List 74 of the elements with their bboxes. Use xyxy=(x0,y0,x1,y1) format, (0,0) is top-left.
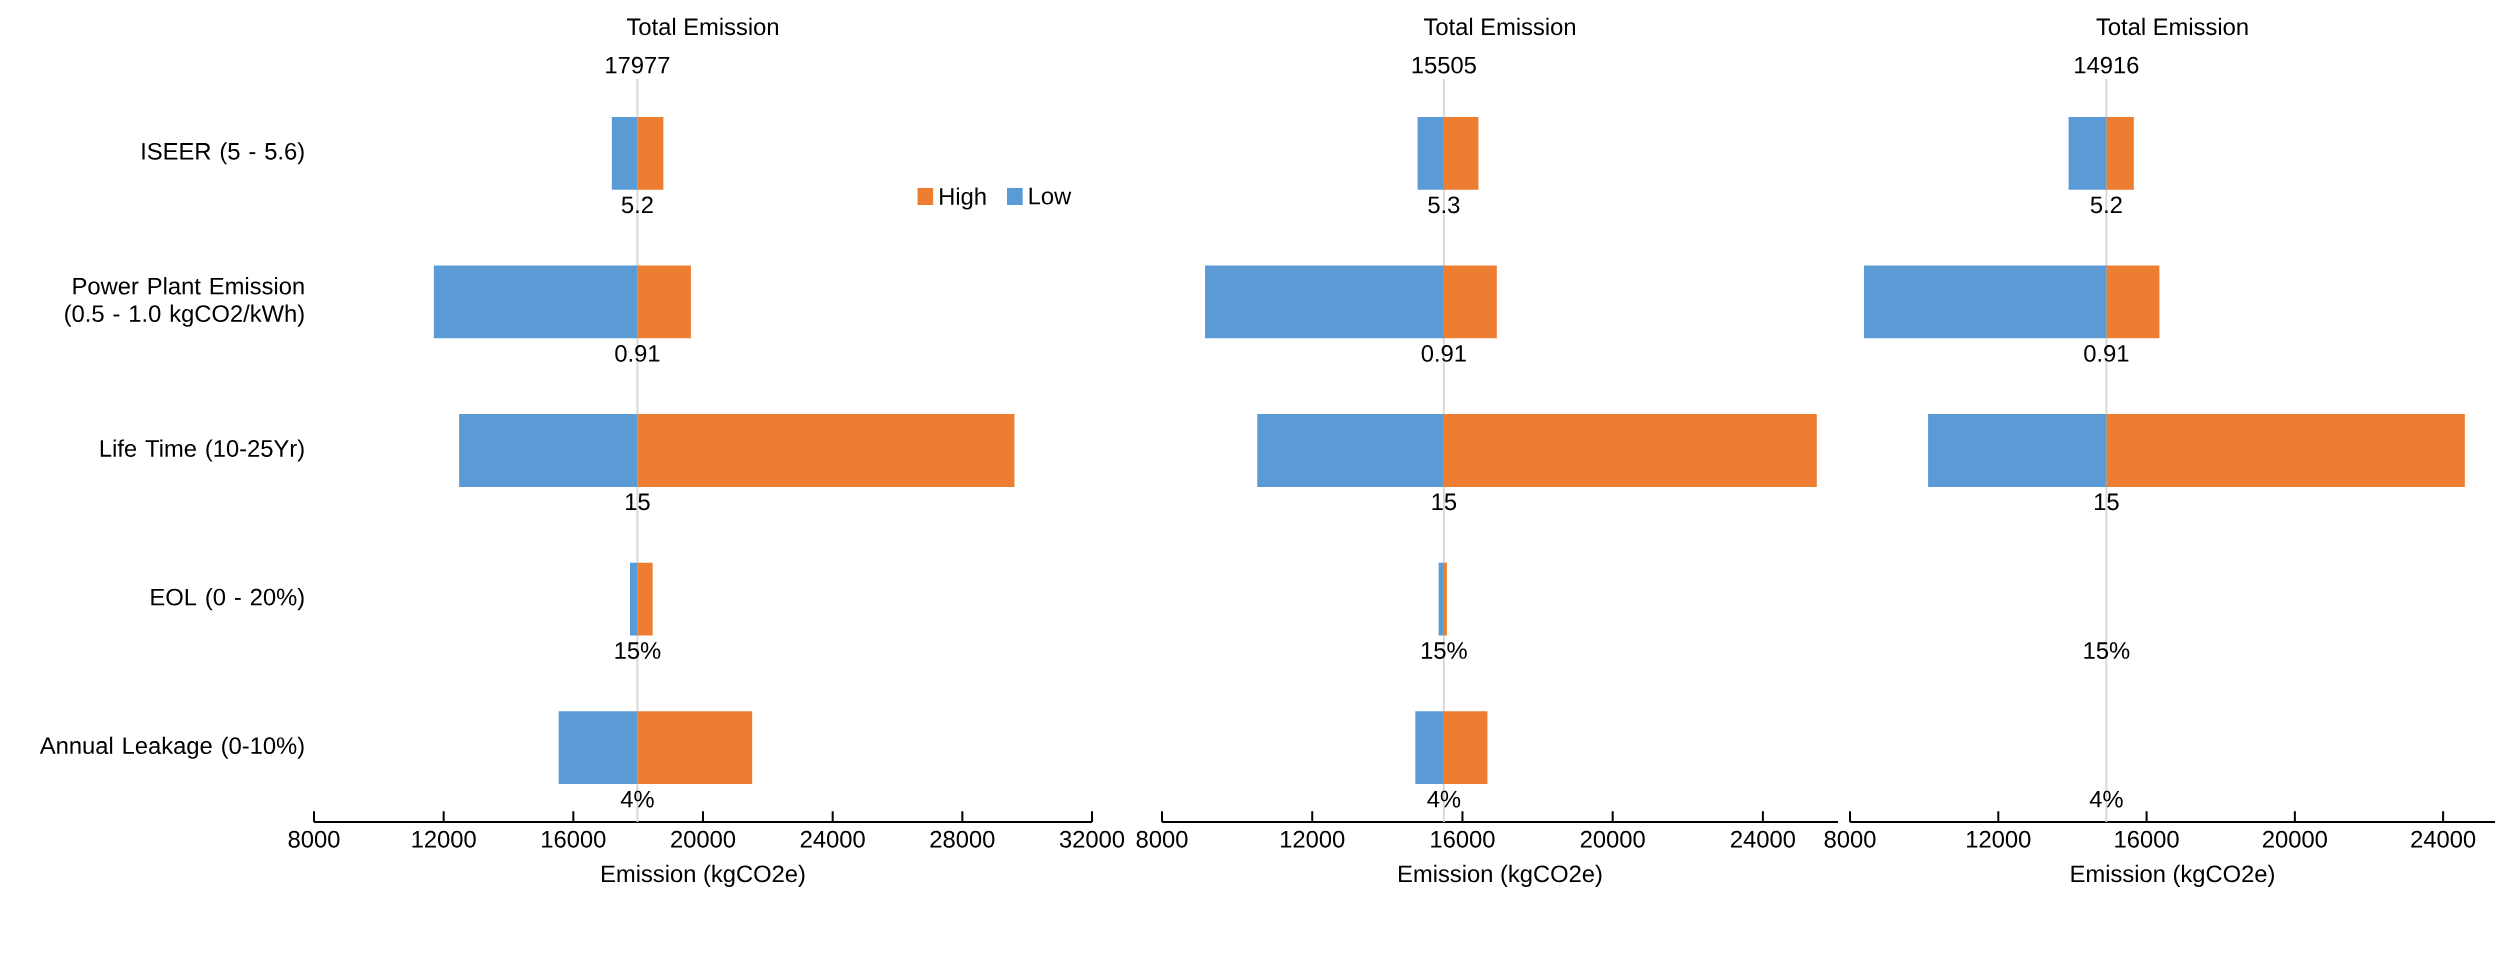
bar xyxy=(1257,414,1444,487)
bar xyxy=(1415,711,1444,785)
annotation: 4% xyxy=(2089,790,2123,808)
bar xyxy=(459,414,638,487)
bar xyxy=(1443,562,1447,636)
annotation: 0.91 xyxy=(1421,345,1466,362)
ref-line-label: 15505 xyxy=(1412,56,1476,74)
x-axis-title: Emission (kgCO2e) xyxy=(1399,864,1602,887)
annotation: 15 xyxy=(626,493,650,511)
x-tick-label: 28000 xyxy=(930,830,995,848)
annotation: 5.2 xyxy=(621,196,653,214)
x-tick-label: 16000 xyxy=(542,830,606,848)
y-tick-label: Life Time (10-25Yr) xyxy=(100,439,304,462)
bar xyxy=(1443,414,1817,487)
bar xyxy=(637,265,691,339)
chart-title: Total Emission xyxy=(627,17,778,36)
bar xyxy=(637,711,753,785)
y-tick-label: Power Plant Emission (0.5 - 1.0 kgCO2/kWh) xyxy=(65,277,304,327)
bar xyxy=(433,265,638,339)
x-tick-label: 12000 xyxy=(1967,830,2031,848)
bar xyxy=(2106,265,2160,339)
annotation: 15 xyxy=(2094,493,2119,511)
annotation: 5.2 xyxy=(2090,196,2122,214)
bar xyxy=(1928,414,2107,487)
bar xyxy=(637,116,664,190)
annotation: 4% xyxy=(620,790,654,808)
x-tick-label: 24000 xyxy=(800,830,865,848)
x-tick-label: 8000 xyxy=(1824,830,1876,848)
x-tick-label: 16000 xyxy=(1431,830,1495,848)
chart-title: Total Emission xyxy=(1424,17,1576,36)
x-tick-label: 8000 xyxy=(1136,830,1188,848)
x-tick-label: 20000 xyxy=(2263,830,2327,848)
bar xyxy=(637,414,1015,487)
bar xyxy=(2106,116,2134,190)
x-tick-label: 24000 xyxy=(2411,830,2476,848)
x-tick-label: 20000 xyxy=(671,830,736,848)
x-tick-label: 16000 xyxy=(2115,830,2179,848)
bar xyxy=(2106,414,2465,487)
legend-label: Low xyxy=(1029,187,1072,205)
bar xyxy=(1863,265,2107,339)
y-tick-label: EOL (0 - 20%) xyxy=(151,588,304,611)
annotation: 15% xyxy=(2084,642,2130,659)
x-axis-title: Emission (kgCO2e) xyxy=(602,864,805,887)
bar xyxy=(1417,116,1444,190)
x-tick-label: 20000 xyxy=(1580,830,1645,848)
annotation: 0.91 xyxy=(2084,345,2129,362)
bar xyxy=(1443,711,1488,785)
ref-line-label: 17977 xyxy=(606,56,670,74)
y-tick-label: ISEER (5 - 5.6) xyxy=(142,142,304,165)
annotation: 15% xyxy=(1421,642,1467,659)
x-tick-label: 8000 xyxy=(288,830,340,848)
bar xyxy=(1438,562,1444,636)
x-tick-label: 24000 xyxy=(1731,830,1795,848)
legend-label: High xyxy=(940,187,986,210)
annotation: 5.3 xyxy=(1428,196,1460,214)
ref-line-label: 14916 xyxy=(2075,56,2139,74)
y-tick-label: Annual Leakage (0-10%) xyxy=(39,736,304,759)
bar xyxy=(1205,265,1444,339)
bar xyxy=(637,562,653,636)
annotation: 0.91 xyxy=(615,345,660,362)
annotation: 15% xyxy=(615,642,661,659)
bar xyxy=(629,562,638,636)
x-tick-label: 32000 xyxy=(1059,830,1125,848)
annotation: 4% xyxy=(1427,790,1461,808)
bar xyxy=(1443,265,1497,339)
x-axis-title: Emission (kgCO2e) xyxy=(2071,864,2274,887)
x-tick-label: 12000 xyxy=(412,830,476,848)
bar xyxy=(611,116,638,190)
x-tick-label: 12000 xyxy=(1281,830,1345,848)
bar xyxy=(2068,116,2107,190)
bar xyxy=(558,711,638,785)
annotation: 15 xyxy=(1432,493,1457,511)
chart-title: Total Emission xyxy=(2096,17,2248,36)
bar xyxy=(1443,116,1479,190)
